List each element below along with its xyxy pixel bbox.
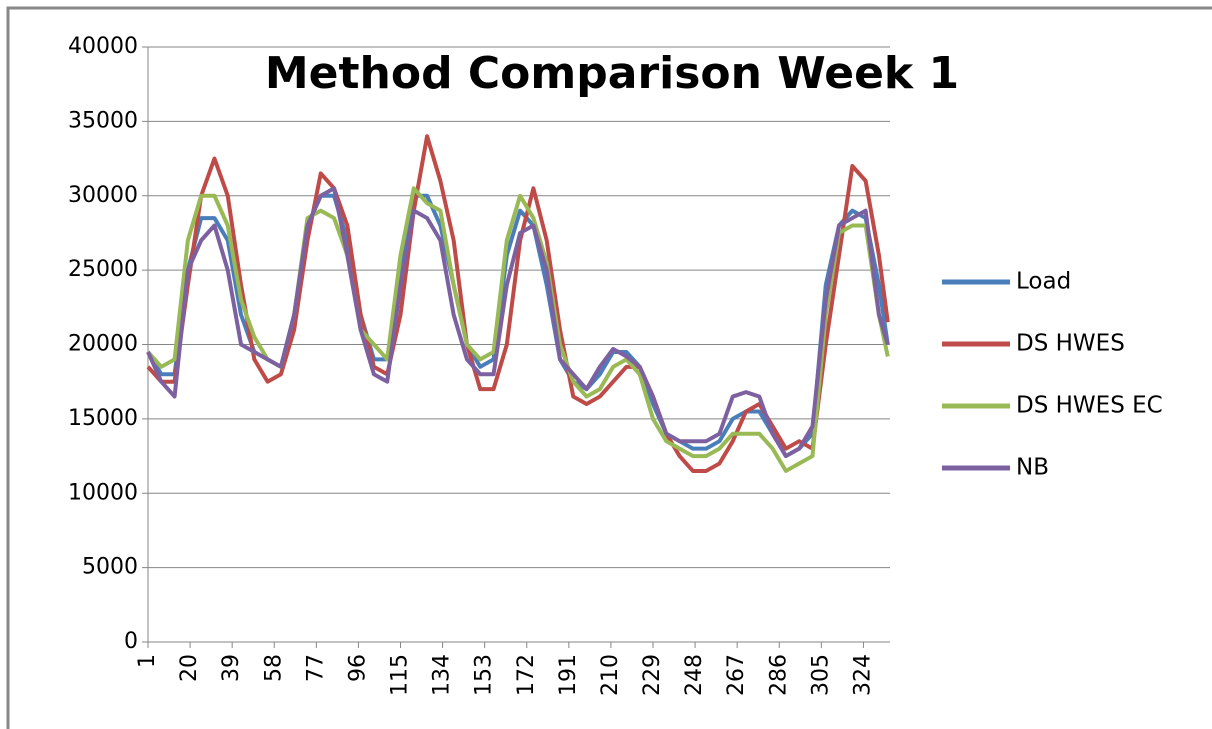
- x-tick-label: 248: [682, 654, 707, 696]
- series-line: [146, 186, 890, 473]
- series-line: [146, 186, 890, 459]
- legend-label: Load: [1016, 269, 1071, 295]
- x-tick-label: 324: [850, 654, 875, 696]
- legend-label: DS HWES: [1016, 331, 1125, 357]
- x-tick-label: 210: [598, 654, 623, 696]
- y-tick-label: 0: [124, 629, 138, 654]
- legend-label: DS HWES EC: [1016, 393, 1163, 419]
- legend-label: NB: [1016, 455, 1049, 481]
- series-line: [146, 134, 890, 473]
- x-tick-label: 267: [724, 654, 749, 696]
- x-tick-label: 115: [388, 654, 413, 696]
- y-tick-label: 30000: [68, 183, 138, 208]
- frame: [6, 6, 1212, 729]
- x-tick-label: 96: [345, 654, 370, 682]
- x-tick-label: 191: [556, 654, 581, 696]
- x-tick-label: 134: [430, 654, 455, 696]
- y-tick-label: 20000: [68, 332, 138, 357]
- y-tick-label: 35000: [68, 108, 138, 133]
- x-tick-label: 305: [808, 654, 833, 696]
- y-tick-label: 10000: [68, 480, 138, 505]
- x-tick-label: 1: [135, 654, 160, 668]
- x-tick-label: 229: [640, 654, 665, 696]
- y-tick-label: 15000: [68, 406, 138, 431]
- x-tick-label: 172: [514, 654, 539, 696]
- y-tick-label: 40000: [68, 34, 138, 59]
- x-tick-label: 77: [303, 654, 328, 682]
- x-tick-label: 58: [261, 654, 286, 682]
- x-tick-label: 20: [177, 654, 202, 682]
- x-tick-label: 39: [219, 654, 244, 682]
- y-tick-label: 5000: [82, 555, 138, 580]
- chart-title: Method Comparison Week 1: [265, 48, 959, 99]
- x-tick-label: 286: [766, 654, 791, 696]
- x-tick-label: 153: [472, 654, 497, 696]
- y-tick-label: 25000: [68, 257, 138, 282]
